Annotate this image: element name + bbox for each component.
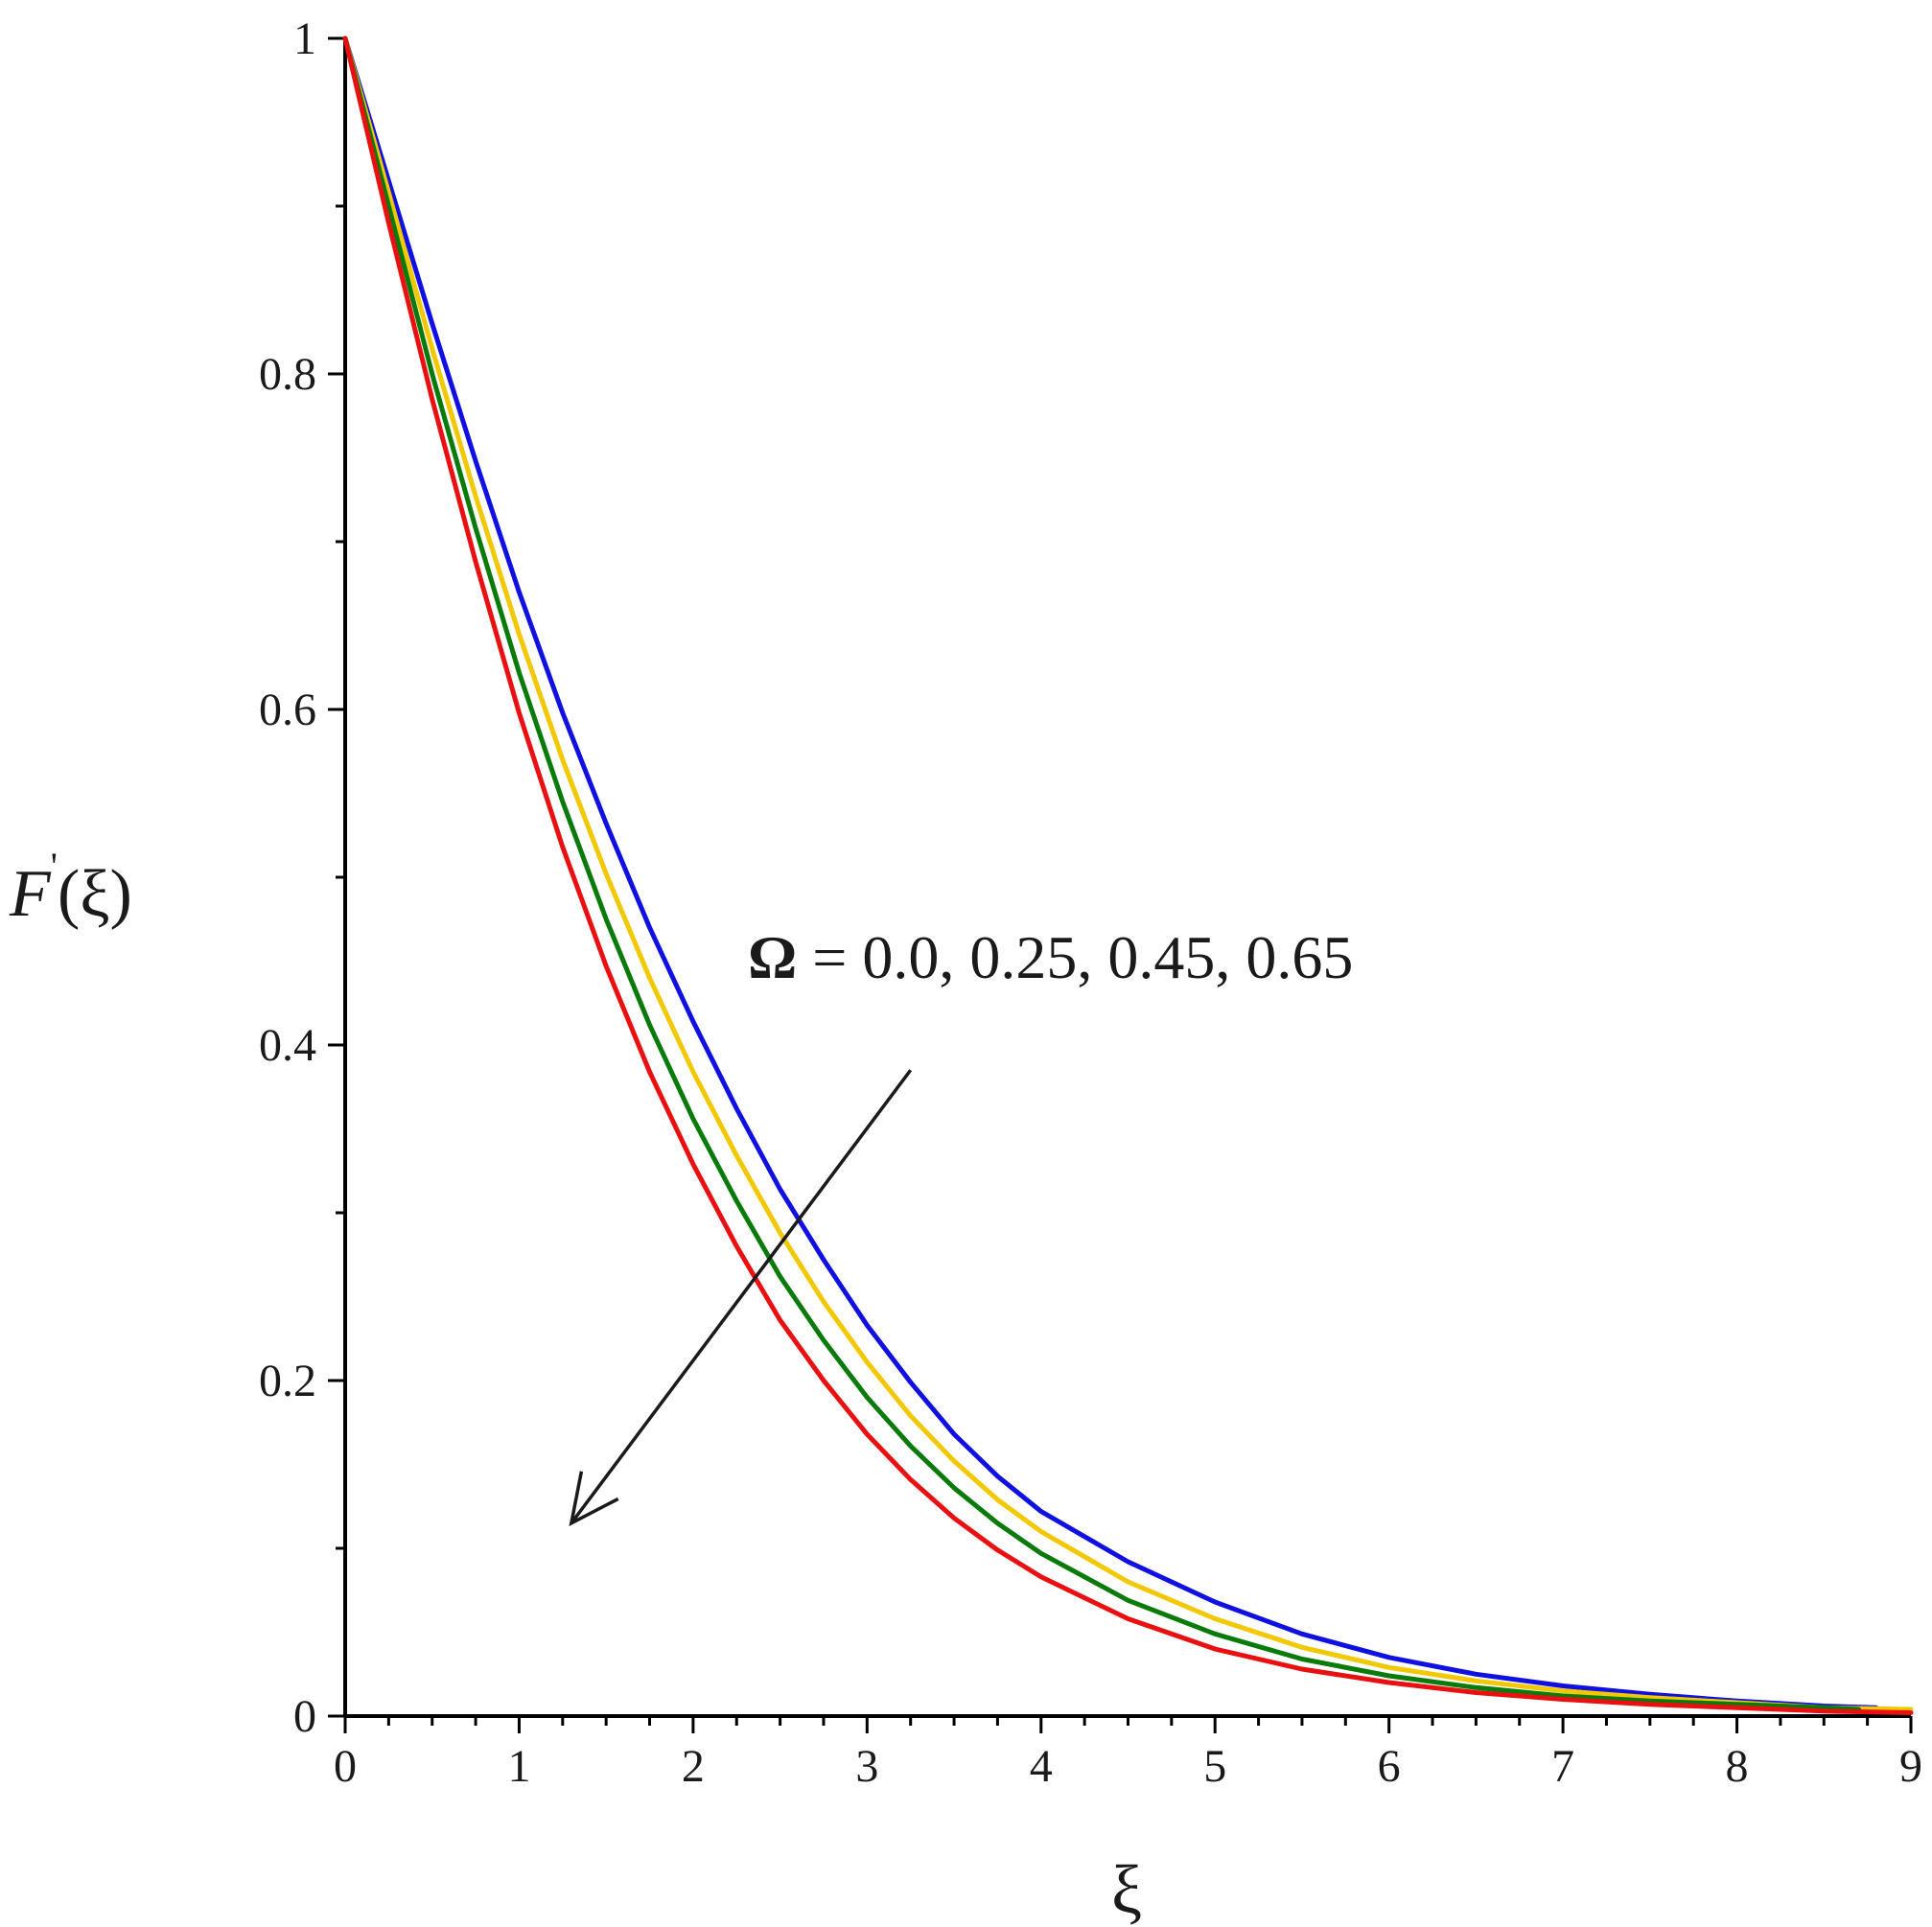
x-tick-label: 1 — [507, 1741, 530, 1792]
y-axis-label-function: F — [9, 857, 52, 931]
ticks — [328, 36, 1913, 1733]
x-tick-label: 6 — [1378, 1741, 1401, 1792]
annotation-text: Ω = 0.0, 0.25, 0.45, 0.65 — [748, 923, 1353, 991]
x-tick-label: 4 — [1030, 1741, 1053, 1792]
annotation-arrowhead — [569, 1471, 619, 1526]
tick-labels: 0 1 2 3 4 5 6 7 8 9 0 0.2 0.4 0.6 0.8 1 — [259, 13, 1922, 1792]
y-tick-label: 0.2 — [259, 1356, 316, 1406]
series-line-2 — [342, 35, 1914, 1712]
annotation-arrow — [570, 1069, 913, 1524]
y-axis-label-prime: ' — [51, 845, 58, 888]
series-group — [342, 35, 1914, 1715]
x-tick-label: 7 — [1551, 1741, 1574, 1792]
y-tick-label: 1 — [293, 13, 316, 64]
y-axis-label: F'(ξ) — [9, 845, 132, 931]
x-tick-label: 9 — [1899, 1741, 1922, 1792]
x-tick-label: 0 — [334, 1741, 357, 1792]
series-line-4 — [342, 35, 1914, 1715]
x-tick-label: 2 — [682, 1741, 705, 1792]
y-tick-label: 0.4 — [259, 1020, 316, 1071]
x-tick-label: 8 — [1726, 1741, 1749, 1792]
y-tick-label: 0.8 — [259, 349, 316, 400]
y-axis-label-argument: (ξ) — [58, 857, 132, 931]
y-tick-label: 0.6 — [259, 685, 316, 735]
x-axis-label: ξ — [1111, 1851, 1142, 1927]
omega-values: = 0.0, 0.25, 0.45, 0.65 — [797, 923, 1353, 991]
series-line-3 — [342, 35, 1862, 1712]
annotation: Ω = 0.0, 0.25, 0.45, 0.65 — [569, 923, 1353, 1526]
y-tick-label: 0 — [293, 1691, 316, 1742]
x-tick-label: 5 — [1203, 1741, 1226, 1792]
omega-symbol: Ω — [748, 923, 797, 991]
axes — [343, 38, 1911, 1718]
series-line-1 — [342, 35, 1879, 1710]
x-tick-label: 3 — [855, 1741, 878, 1792]
